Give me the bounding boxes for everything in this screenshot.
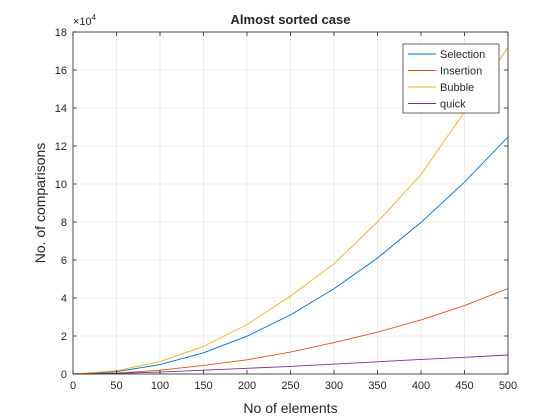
x-axis-label: No of elements xyxy=(243,400,337,416)
x-tick-label: 400 xyxy=(412,380,430,392)
chart-title: Almost sorted case xyxy=(231,12,351,27)
y-tick-label: 12 xyxy=(55,141,67,153)
x-tick-label: 0 xyxy=(70,380,76,392)
y-tick-label: 18 xyxy=(55,27,67,39)
x-tick-label: 50 xyxy=(110,380,122,392)
legend-box xyxy=(402,43,500,114)
axis-ticks: 0 50 100 150 200 250 300 350 400 450 500 0 2 4 6 8 10 12 1… xyxy=(55,27,517,392)
y-exponent-label: ×104 xyxy=(73,13,97,28)
y-axis-label: No. of comparisons xyxy=(32,143,48,264)
y-tick-label: 8 xyxy=(61,217,67,229)
series-group xyxy=(72,46,509,375)
y-tick-label: 10 xyxy=(55,179,67,191)
y-tick-label: 2 xyxy=(61,331,67,343)
legend-label-insertion: Insertion xyxy=(440,66,482,78)
y-exponent-base: ×10 xyxy=(73,16,92,28)
x-tick-label: 300 xyxy=(325,380,343,392)
x-tick-label: 250 xyxy=(281,380,299,392)
x-tick-label: 500 xyxy=(499,380,517,392)
series-line-bubble xyxy=(72,46,509,375)
y-tick-label: 14 xyxy=(55,103,67,115)
series-line-insertion xyxy=(72,288,509,375)
x-tick-label: 150 xyxy=(194,380,212,392)
x-tick-label: 350 xyxy=(368,380,386,392)
y-tick-label: 0 xyxy=(61,369,67,381)
legend-label-quick: quick xyxy=(440,99,466,111)
x-tick-label: 100 xyxy=(151,380,169,392)
legend: Selection Insertion Bubble quick xyxy=(402,43,500,114)
legend-label-bubble: Bubble xyxy=(440,82,474,94)
series-line-selection xyxy=(72,136,509,375)
y-tick-label: 6 xyxy=(61,255,67,267)
y-tick-label: 4 xyxy=(61,293,67,305)
series-line-quick xyxy=(72,354,509,375)
y-exponent-power: 4 xyxy=(92,13,97,22)
x-tick-label: 450 xyxy=(455,380,473,392)
legend-label-selection: Selection xyxy=(440,49,485,61)
x-tick-label: 200 xyxy=(238,380,256,392)
y-tick-label: 16 xyxy=(55,65,67,77)
